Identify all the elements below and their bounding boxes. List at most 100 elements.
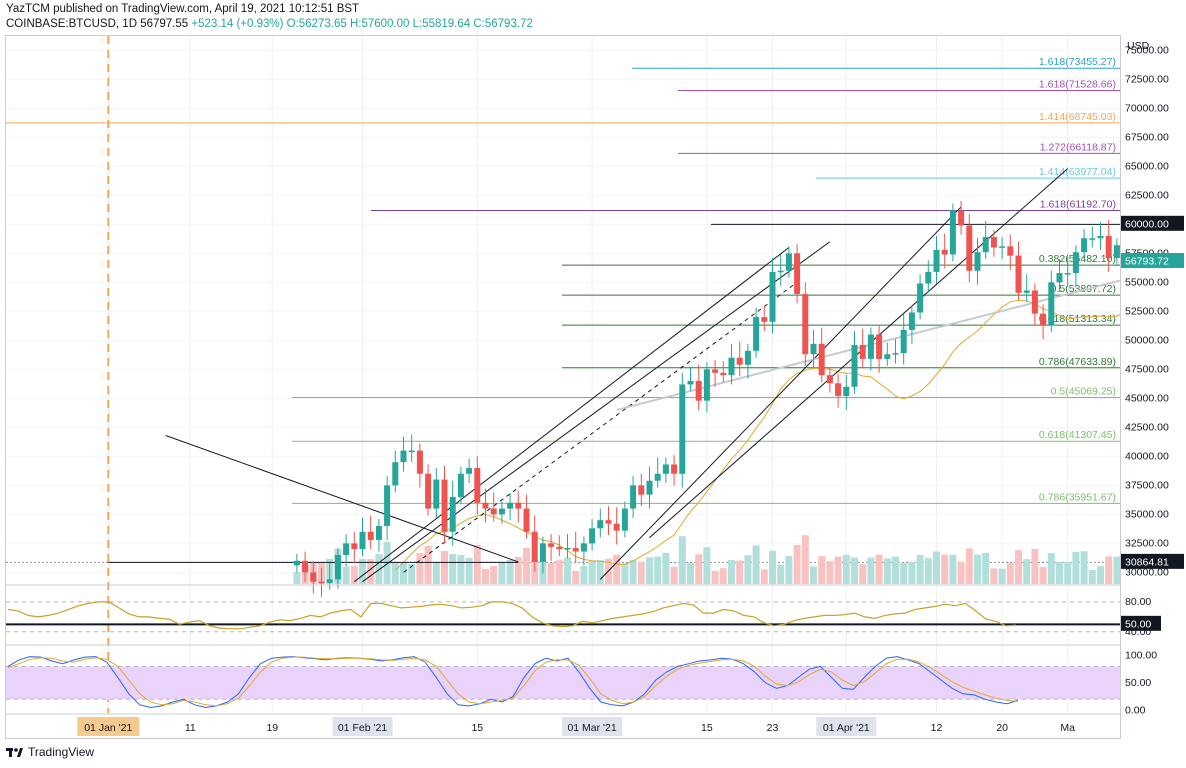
candle-body [843, 386, 850, 397]
volume-bar [1023, 559, 1031, 584]
chart-plot-area[interactable]: 1.618(73455.27) 1.618(71528.66) 1.414(6874… [5, 35, 1121, 739]
candle-body [835, 383, 842, 397]
time-label-box [816, 717, 877, 736]
candle-body [679, 384, 686, 474]
price-tick-label: 30000.00 [1125, 566, 1169, 578]
volume-bar [818, 556, 826, 584]
level-60000-tag: 60000.00 [1125, 218, 1169, 230]
candle-body [556, 546, 563, 550]
price-tick-label: 35000.00 [1125, 508, 1169, 520]
candle-body [884, 354, 891, 359]
volume-bar [834, 556, 842, 584]
volume-bar [531, 559, 539, 584]
volume-bar [736, 560, 744, 584]
candle-body [646, 480, 653, 495]
stoch-d-line [7, 656, 1019, 707]
candle-body [457, 473, 464, 497]
volume-bar [416, 553, 424, 584]
time-label: 20 [996, 722, 1008, 734]
volume-bar [998, 568, 1006, 584]
last-price: 56797.55 [140, 18, 189, 30]
trend-line [353, 247, 790, 583]
volume-bar [900, 563, 908, 584]
price-chart[interactable]: 1.618(73455.27) 1.618(71528.66) 1.414(6874… [6, 36, 1121, 739]
volume-bar [359, 559, 366, 584]
fib-level-label: 1.414(63977.04) [1039, 166, 1116, 178]
fib-level-label: 1.414(68745.03) [1039, 111, 1116, 123]
candle-body [794, 253, 801, 294]
volume-bar [703, 547, 711, 584]
candle-body [654, 473, 661, 481]
volume-bar [490, 566, 498, 584]
price-tick-label: 67500.00 [1125, 131, 1169, 143]
candle-body [433, 479, 440, 509]
candle-body [515, 502, 522, 509]
volume-bar [908, 562, 916, 584]
volume-bar [670, 566, 678, 584]
time-label: 01 Jan '21 [84, 722, 132, 734]
volume-bar [621, 563, 629, 584]
candle-body [1072, 252, 1079, 274]
volume-bar [1097, 566, 1104, 584]
price-axis[interactable]: USD 75000.00 72500.00 70000.00 67500.00 65000… [1121, 35, 1186, 739]
volume-bar [1039, 567, 1047, 584]
stoch-tick-label: 0.00 [1125, 704, 1146, 716]
price-tick-label: 40000.00 [1125, 450, 1169, 462]
volume-bar [588, 560, 596, 584]
volume-bar [482, 569, 489, 584]
candle-body [1031, 290, 1038, 314]
volume-bar [892, 556, 899, 584]
candle-body [728, 357, 735, 376]
price-tick-label: 47500.00 [1125, 363, 1169, 375]
volume-bar [1047, 553, 1055, 584]
candle-body [531, 531, 538, 562]
volume-bar [785, 556, 793, 584]
volume-bar [842, 554, 850, 584]
candle-body [1040, 313, 1047, 326]
price-tick-label: 62500.00 [1125, 189, 1169, 201]
candle-body [400, 450, 407, 463]
volume-bar [457, 555, 465, 584]
fib-level-label: 1.272(66118.87) [1040, 141, 1116, 153]
rsi-50-tag-bg [1121, 615, 1161, 631]
candle-body [326, 579, 333, 583]
fib-level-label: 0.5(45069.25) [1051, 386, 1116, 398]
volume-bar [826, 561, 834, 584]
volume-bar [695, 554, 703, 584]
time-label: 15 [701, 722, 713, 734]
candle-body [318, 581, 325, 584]
volume-bar [965, 548, 973, 584]
time-label: 15 [471, 722, 483, 734]
volume-bar [1056, 561, 1063, 584]
candle-body [1023, 290, 1030, 293]
candle-body [958, 210, 965, 226]
fib-level-label: 0.618(41307.45) [1039, 429, 1116, 441]
candle-body [990, 237, 997, 248]
volume-bar [654, 556, 662, 584]
volume-bar [441, 551, 448, 584]
price-tick-label: 42500.00 [1125, 421, 1169, 433]
current-price-tag: 56793.72 [1125, 256, 1169, 268]
level-30864-tag-bg [1121, 553, 1184, 569]
level-30864-tag: 30864.81 [1125, 556, 1169, 568]
candle-body [1089, 238, 1096, 240]
time-label: Ma [1060, 722, 1075, 734]
candle-body [441, 479, 448, 532]
volume-bar [924, 558, 932, 584]
time-label-box [332, 717, 393, 736]
candle-body [687, 380, 694, 385]
tradingview-brand[interactable]: TradingView [6, 745, 94, 759]
volume-bar [810, 566, 817, 584]
support-trend-line [616, 279, 1120, 411]
candle-body [1097, 235, 1104, 239]
volume-bar [662, 552, 670, 584]
candle-body [753, 317, 760, 351]
volume-bar [801, 535, 809, 584]
candle-body [293, 560, 300, 566]
candle-body [359, 531, 366, 550]
candle-body [671, 464, 678, 474]
volume-bar [982, 552, 990, 584]
candle-body [449, 496, 456, 532]
symbol-name[interactable]: COINBASE:BTCUSD, 1D [6, 18, 137, 30]
volume-bar [974, 554, 981, 584]
